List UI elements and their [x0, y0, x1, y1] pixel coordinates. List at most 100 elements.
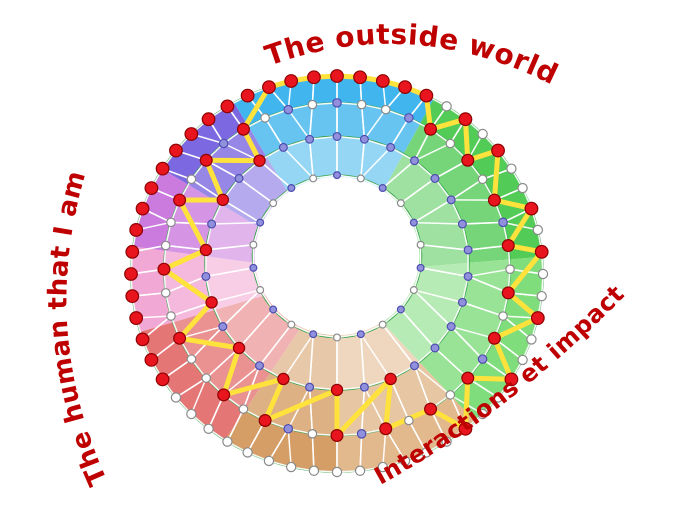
- mesh-node: [492, 392, 504, 403]
- mesh-edge: [190, 377, 207, 415]
- mesh-node: [399, 455, 411, 467]
- mesh-node: [536, 290, 547, 302]
- mesh-edge: [222, 289, 261, 328]
- mesh-edge: [389, 378, 410, 421]
- mesh-edge: [462, 301, 504, 317]
- mesh-node: [421, 447, 432, 458]
- mesh-node: [530, 311, 545, 325]
- mesh-node: [378, 320, 387, 329]
- mesh-node: [446, 195, 456, 205]
- mesh-node: [461, 153, 475, 167]
- mesh-edge: [336, 135, 365, 140]
- mesh-edge: [408, 420, 428, 453]
- mesh-edge: [283, 138, 310, 149]
- mesh-node: [356, 429, 367, 439]
- mesh-edge: [467, 268, 511, 278]
- mesh-node: [124, 267, 138, 281]
- mesh-edge: [313, 333, 338, 339]
- mesh-edge: [259, 160, 292, 189]
- mesh-node: [256, 286, 265, 295]
- mesh-node: [203, 423, 214, 435]
- mesh-node: [501, 239, 515, 253]
- mesh-node: [236, 122, 250, 136]
- mesh-node: [419, 88, 434, 103]
- mesh-edge: [308, 104, 314, 140]
- mesh-node: [242, 447, 253, 458]
- mesh-node: [330, 69, 344, 83]
- mesh-edge: [414, 160, 436, 179]
- mesh-edge: [264, 117, 285, 148]
- mesh-node: [441, 436, 452, 447]
- mesh-edge: [363, 109, 387, 140]
- mesh-node: [477, 174, 488, 185]
- mesh-node: [186, 408, 197, 420]
- mesh-edge: [238, 308, 274, 349]
- mesh-edge: [175, 377, 207, 399]
- mesh-edge: [223, 142, 260, 162]
- mesh-edge: [414, 142, 451, 162]
- mesh-node: [255, 361, 265, 371]
- mesh-node: [135, 201, 150, 216]
- mesh-node: [333, 333, 342, 342]
- mesh-edge: [450, 178, 483, 201]
- mesh-node: [386, 142, 396, 152]
- mesh-edge: [414, 365, 451, 396]
- mesh-edge: [282, 333, 314, 380]
- mesh-edge: [400, 177, 436, 204]
- mesh-edge: [336, 174, 361, 180]
- mesh-node: [249, 240, 258, 249]
- mesh-node: [356, 99, 367, 110]
- mesh-edge: [226, 408, 245, 442]
- mesh-node: [446, 322, 456, 332]
- mesh-node: [125, 289, 140, 304]
- mesh-node: [199, 243, 213, 257]
- mesh-node: [307, 429, 318, 439]
- mesh-edge: [360, 333, 392, 380]
- mesh-edge: [170, 301, 212, 317]
- mesh-edge: [360, 139, 366, 179]
- mesh-node: [283, 104, 294, 115]
- mesh-edge: [287, 428, 292, 468]
- mesh-node: [173, 331, 187, 345]
- mesh-node: [285, 461, 297, 473]
- mesh-node: [537, 268, 549, 280]
- mesh-node: [409, 156, 419, 166]
- mesh-node: [199, 153, 213, 167]
- mesh-node: [283, 423, 294, 434]
- mesh-edge: [413, 365, 432, 410]
- mesh-edge: [211, 289, 261, 304]
- mesh-node: [333, 171, 342, 180]
- mesh-node: [232, 341, 246, 355]
- mesh-node: [277, 372, 290, 386]
- mesh-node: [356, 174, 365, 183]
- mesh-edge: [462, 221, 504, 225]
- mesh-edge: [205, 244, 254, 251]
- mesh-node: [378, 184, 387, 193]
- mesh-edge: [238, 177, 274, 204]
- mesh-node: [524, 201, 539, 216]
- mesh-edge: [413, 289, 452, 328]
- mesh-edge: [308, 139, 314, 179]
- mesh-edge: [413, 221, 463, 225]
- mesh-edge: [467, 275, 509, 294]
- mesh-edge: [165, 244, 206, 251]
- mesh-node: [379, 422, 393, 436]
- mesh-node: [354, 465, 366, 476]
- mesh-edge: [360, 146, 392, 179]
- mesh-node: [409, 218, 418, 227]
- mesh-node: [424, 122, 438, 136]
- mesh-node: [249, 263, 258, 272]
- mesh-node: [217, 388, 231, 402]
- mesh-node: [201, 373, 212, 383]
- mesh-edge: [414, 347, 436, 367]
- mesh-node: [309, 330, 318, 339]
- mesh-node: [305, 382, 315, 392]
- mesh-edge: [364, 138, 391, 149]
- mesh-node: [477, 408, 488, 420]
- mesh-node: [359, 134, 369, 144]
- mesh-node: [375, 74, 390, 88]
- mesh-node: [331, 466, 343, 478]
- mesh-node: [396, 305, 405, 314]
- mesh-node: [424, 402, 438, 416]
- mesh-edge: [282, 146, 314, 179]
